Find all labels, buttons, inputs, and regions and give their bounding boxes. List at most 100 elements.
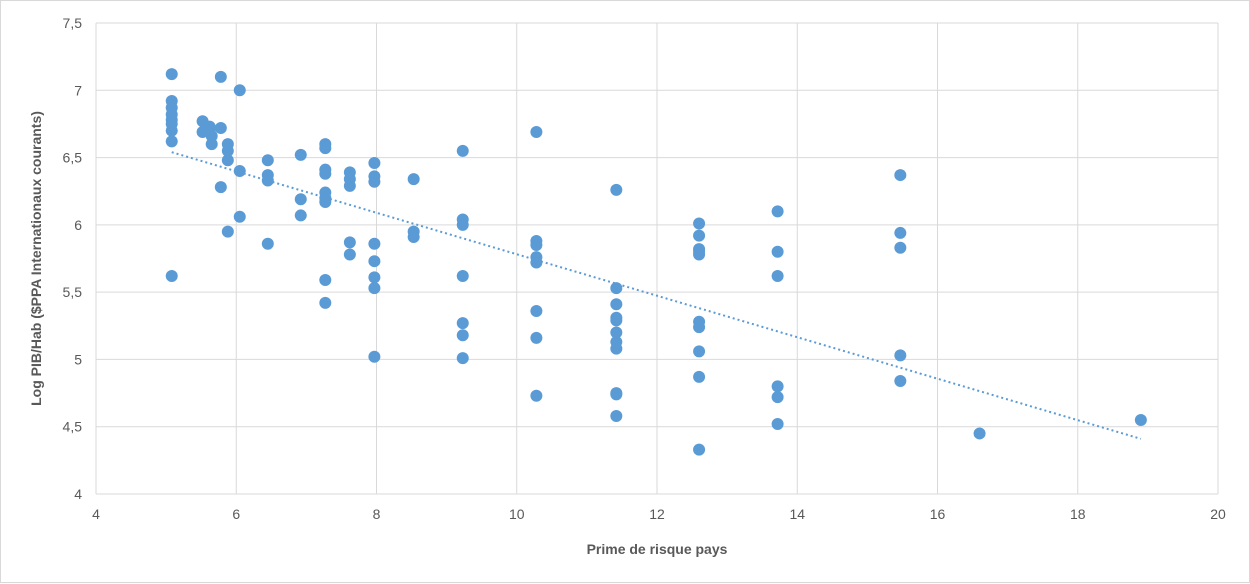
data-point — [610, 282, 623, 295]
data-point — [233, 210, 246, 223]
horizontal-gridlines — [96, 22, 1218, 495]
data-point — [771, 380, 784, 393]
data-point — [165, 269, 178, 282]
data-point — [165, 68, 178, 81]
data-point — [530, 126, 543, 139]
x-tick-label: 16 — [930, 506, 946, 522]
x-tick-label: 8 — [373, 506, 381, 522]
data-point — [530, 239, 543, 252]
data-point — [530, 389, 543, 402]
data-point — [894, 374, 907, 387]
data-point — [973, 427, 986, 440]
y-tick-label: 7,5 — [63, 15, 83, 31]
data-point — [221, 225, 234, 238]
data-point — [693, 345, 706, 358]
x-tick-label: 12 — [649, 506, 665, 522]
data-point — [343, 179, 356, 192]
y-tick-label: 7 — [74, 82, 82, 98]
x-axis-title: Prime de risque pays — [587, 541, 728, 557]
data-point — [368, 350, 381, 363]
data-point — [319, 142, 332, 155]
data-point — [610, 298, 623, 311]
x-tick-label: 18 — [1070, 506, 1086, 522]
y-tick-label: 6 — [74, 217, 82, 233]
data-point — [407, 230, 420, 243]
y-tick-label: 6,5 — [63, 150, 83, 166]
y-tick-label: 5 — [74, 351, 82, 367]
data-point — [610, 342, 623, 355]
data-point — [205, 138, 218, 151]
data-point — [456, 329, 469, 342]
data-point — [261, 237, 274, 250]
data-point — [368, 255, 381, 268]
y-tick-label: 4 — [74, 486, 82, 502]
x-tick-label: 14 — [789, 506, 805, 522]
data-point — [610, 314, 623, 327]
x-tick-label: 20 — [1210, 506, 1226, 522]
data-point — [407, 173, 420, 186]
data-point — [319, 195, 332, 208]
data-point — [261, 154, 274, 167]
data-point — [693, 370, 706, 383]
data-point — [319, 167, 332, 180]
data-point — [771, 269, 784, 282]
trendline — [171, 151, 1142, 440]
y-tick-label: 4,5 — [63, 419, 83, 435]
data-point — [319, 274, 332, 287]
data-points — [165, 68, 1147, 456]
data-point — [368, 175, 381, 188]
y-tick-label: 5,5 — [63, 284, 83, 300]
data-point — [610, 183, 623, 196]
data-point — [214, 121, 227, 134]
data-point — [368, 156, 381, 169]
data-point — [894, 169, 907, 182]
data-point — [894, 241, 907, 254]
data-point — [1134, 413, 1147, 426]
data-point — [343, 236, 356, 249]
data-point — [693, 229, 706, 242]
data-point — [368, 282, 381, 295]
data-point — [343, 248, 356, 261]
data-point — [456, 144, 469, 157]
data-point — [214, 181, 227, 194]
data-point — [319, 296, 332, 309]
data-point — [693, 321, 706, 334]
data-point — [456, 317, 469, 330]
data-point — [610, 388, 623, 401]
data-point — [165, 124, 178, 137]
data-point — [693, 217, 706, 230]
x-tick-label: 6 — [232, 506, 240, 522]
data-point — [456, 269, 469, 282]
data-point — [456, 218, 469, 231]
x-axis-tick-labels: 4 6 8 10 12 14 16 18 20 — [92, 506, 1226, 522]
data-point — [221, 154, 234, 167]
data-point — [894, 226, 907, 239]
x-tick-label: 10 — [509, 506, 525, 522]
data-point — [530, 256, 543, 269]
data-point — [530, 331, 543, 344]
data-point — [368, 271, 381, 284]
y-axis-title: Log PIB/Hab ($PPA Internationaux courant… — [28, 111, 44, 406]
data-point — [771, 418, 784, 431]
data-point — [771, 391, 784, 404]
data-point — [610, 326, 623, 339]
data-point — [368, 237, 381, 250]
data-point — [294, 193, 307, 206]
data-point — [233, 165, 246, 178]
x-tick-label: 4 — [92, 506, 100, 522]
data-point — [456, 352, 469, 365]
data-point — [894, 349, 907, 362]
data-point — [221, 144, 234, 157]
vertical-gridlines — [95, 23, 1219, 494]
data-point — [233, 84, 246, 97]
data-point — [530, 304, 543, 317]
data-point — [693, 248, 706, 261]
data-point — [294, 148, 307, 161]
data-point — [693, 443, 706, 456]
data-point — [771, 205, 784, 218]
data-point — [294, 209, 307, 222]
data-point — [771, 245, 784, 258]
y-axis-tick-labels: 4 4,5 5 5,5 6 6,5 7 7,5 — [63, 15, 83, 502]
